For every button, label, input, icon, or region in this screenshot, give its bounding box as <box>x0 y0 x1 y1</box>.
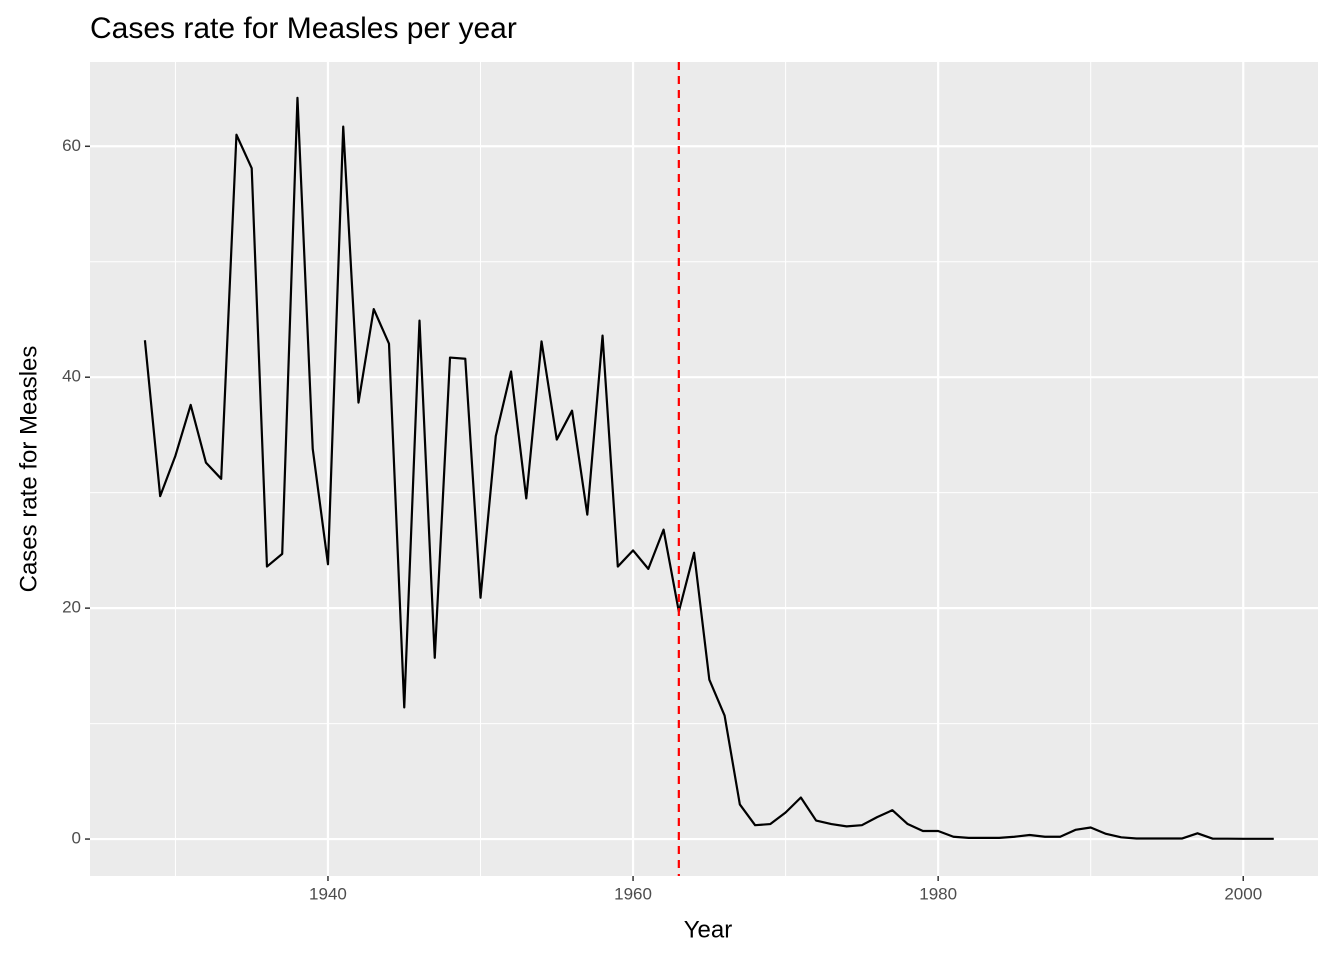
x-tick-label: 1980 <box>919 884 957 903</box>
x-tick-label: 2000 <box>1224 884 1262 903</box>
y-axis-title: Cases rate for Measles <box>15 346 42 593</box>
y-tick-label: 0 <box>72 829 81 848</box>
y-tick-label: 60 <box>62 136 81 155</box>
x-tick-label: 1940 <box>309 884 347 903</box>
x-tick-label: 1960 <box>614 884 652 903</box>
y-tick-label: 20 <box>62 598 81 617</box>
data-line <box>143 96 1274 840</box>
y-tick-label: 40 <box>62 367 81 386</box>
chart-title: Cases rate for Measles per year <box>90 12 517 45</box>
plot-panel <box>90 62 1318 876</box>
x-axis-title: Year <box>684 916 733 943</box>
